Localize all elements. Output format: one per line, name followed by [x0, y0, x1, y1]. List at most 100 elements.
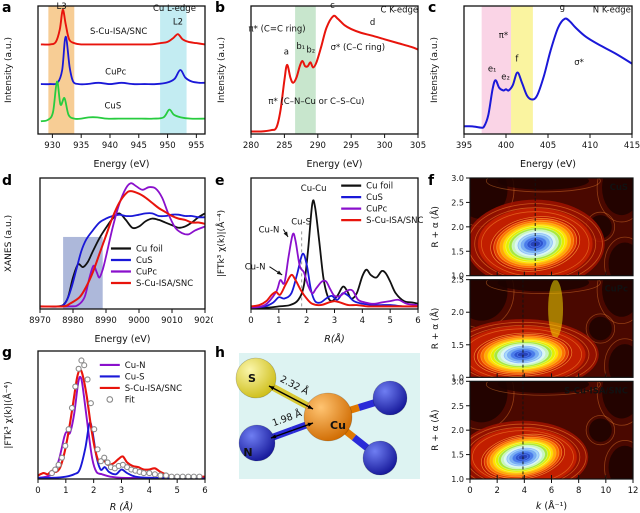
fit-point [94, 446, 101, 453]
x-axis-label: Energy (eV) [93, 159, 149, 170]
plot-frame [37, 5, 206, 135]
x-tick-label: 935 [73, 141, 89, 151]
x-tick-label: 295 [343, 141, 359, 151]
x-tick-label: 6 [415, 316, 420, 326]
fit-point [65, 426, 72, 433]
x-tick-label: 300 [376, 141, 392, 151]
y-tick-label: 1.0 [451, 373, 464, 382]
x-tick-label: 9020 [194, 316, 213, 326]
x-tick-label: 5 [387, 316, 392, 326]
y-tick-label: 2.0 [451, 308, 464, 317]
y-tick-label: 1.5 [451, 451, 464, 460]
atom-label: S [248, 372, 256, 385]
x-tick-label: 8990 [95, 316, 117, 326]
fit-point [97, 458, 104, 465]
legend-label: S-Cu-ISA/SNC [125, 384, 182, 394]
x-tick-label: 415 [624, 141, 640, 151]
y-axis-label: R + α (Å) [429, 308, 441, 350]
x-tick-label: 2 [304, 316, 309, 326]
x-tick-label: 400 [498, 141, 514, 151]
x-tick-label: 10 [600, 486, 611, 496]
fit-point [91, 426, 98, 433]
panel-f: f CuS 1.0 1.5 2.0 2.5 3.0 R + α (Å) CuPc 1.0 1.5 2… [426, 170, 640, 513]
y-tick-label: 1.5 [451, 341, 464, 350]
highlight-band [511, 6, 533, 134]
x-tick-label: 0 [467, 486, 472, 496]
annotation: π* (C=C ring) [249, 25, 306, 35]
y-axis-label: |FTk³ χ(k)|(Å⁻⁴) [215, 210, 227, 277]
panel-h-letter: h [215, 345, 225, 361]
y-tick-label: 3.0 [451, 174, 464, 183]
annotation: CuPc [105, 67, 126, 77]
panel-a-letter: a [2, 0, 12, 16]
x-tick-label: 12 [628, 486, 639, 496]
fit-point [78, 357, 85, 364]
atom-Cu [303, 392, 353, 442]
x-tick-label: 9000 [128, 316, 150, 326]
x-tick-label: 5 [174, 486, 179, 496]
atom-label: N [243, 446, 252, 459]
y-axis-label: Intensity (a.u.) [217, 37, 227, 103]
annotation: N K-edge [593, 5, 631, 15]
fit-point [58, 454, 65, 461]
panel-e-letter: e [215, 173, 225, 189]
atom-N [362, 440, 398, 476]
annotation: C K-edge [380, 5, 418, 15]
annotation: c [330, 1, 335, 11]
fit-point [55, 461, 62, 468]
x-tick-label: 0 [35, 486, 40, 496]
subplot-title: CuPc [604, 285, 628, 295]
series-CuPc [39, 182, 206, 308]
x-tick-label: 395 [456, 141, 472, 151]
panel-g: g 0 1 2 3 4 5 6 R (Å) |FTk³ χ(k)|(Å⁻⁴) Cu-N Cu-S S-… [0, 345, 213, 513]
annotation: S-Cu-ISA/SNC [90, 27, 147, 37]
n-k-edge-xas-chart: 395 400 405 410 415 Energy (eV) Intensity (a.u… [430, 3, 640, 170]
legend-label: Fit [125, 395, 136, 405]
fit-point [87, 400, 94, 407]
annotation: b₁ [296, 42, 305, 52]
series-CuPc [40, 35, 206, 86]
y-tick-label: 1.5 [451, 247, 464, 256]
x-tick-label: 8 [576, 486, 581, 496]
panel-a: a 930 935 940 945 950 955 Energy (eV) Intensity… [0, 0, 213, 170]
legend-label: CuPc [366, 205, 387, 215]
annotation: Cu-Cu [301, 184, 327, 194]
x-tick-label: 945 [131, 141, 147, 151]
x-tick-label: 950 [159, 141, 175, 151]
fit-point [75, 365, 82, 372]
series-C K-edge spectrum [250, 14, 419, 133]
legend-label: Cu-S [125, 372, 145, 382]
fit-point [84, 376, 91, 383]
fit-point [48, 470, 55, 477]
fit-point [72, 383, 79, 390]
annotation: π* (C–N–Cu or C–S–Cu) [268, 97, 364, 107]
x-axis-label: k (Å⁻¹) [536, 500, 567, 512]
x-axis-label: Energy (eV) [520, 159, 576, 170]
series-S-Cu-ISA/SNC [250, 273, 418, 308]
annotation: d [370, 18, 375, 28]
x-tick-label: 2 [494, 486, 499, 496]
atom-S [235, 357, 277, 399]
x-axis-label: Energy (eV) [306, 159, 362, 170]
legend-label: Cu foil [366, 182, 393, 192]
annotation: σ* [574, 58, 584, 68]
x-tick-label: 405 [540, 141, 556, 151]
exafs-fit-chart: 0 1 2 3 4 5 6 R (Å) |FTk³ χ(k)|(Å⁻⁴) Cu-NCu-S S-Cu… [2, 350, 208, 513]
atom-N [238, 424, 276, 462]
ft-exafs-chart: 0 1 2 3 4 5 6 R(Å) |FTk³ χ(k)|(Å⁻⁴) Cu-Cu Cu-S Cu-N… [215, 177, 424, 345]
c-k-edge-xas-chart: 280 285 290 295 300 305 Energy (eV) Intensity (… [217, 1, 426, 170]
panel-b: b 280 285 290 295 300 305 Energy (eV) Intensity… [213, 0, 426, 170]
x-tick-label: 6 [549, 486, 554, 496]
panel-e: e 0 1 2 3 4 5 6 R(Å) |FTk³ χ(k)|(Å⁻⁴) Cu-Cu Cu-S Cu… [213, 170, 426, 345]
annotation: Cu L-edge [153, 4, 196, 14]
highlight-band [160, 6, 187, 134]
series-CuPc [250, 232, 419, 309]
x-tick-label: 285 [276, 141, 292, 151]
x-tick-label: 955 [188, 141, 204, 151]
annotation: CuS [105, 101, 122, 111]
series-CuS [40, 80, 206, 123]
annotation: Cu-S [291, 218, 311, 228]
annotation: π* [499, 31, 508, 41]
